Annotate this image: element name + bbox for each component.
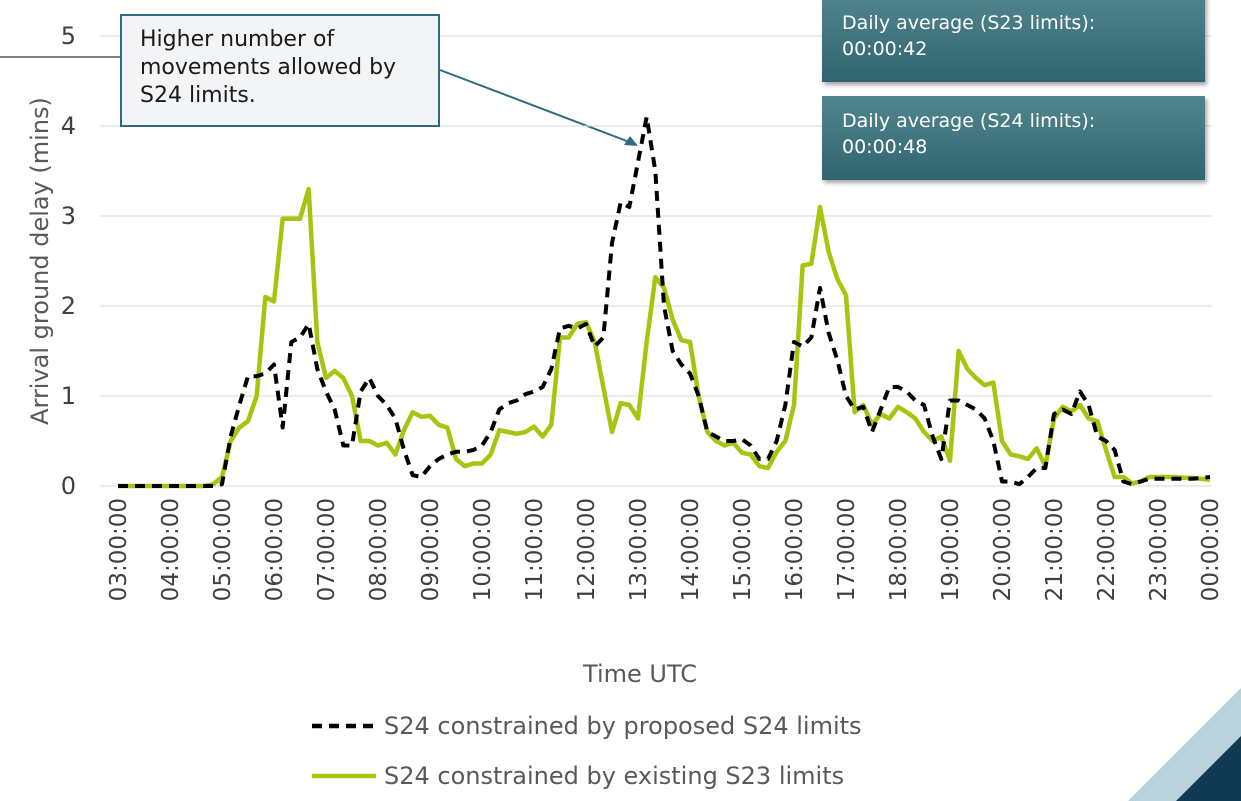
x-tick-label: 17:00:00 bbox=[834, 498, 860, 601]
series-line bbox=[118, 186, 1211, 489]
x-tick-label: 19:00:00 bbox=[938, 498, 964, 601]
x-tick-label: 06:00:00 bbox=[262, 498, 288, 601]
annotation-arrow bbox=[624, 136, 638, 146]
x-tick-label: 15:00:00 bbox=[730, 498, 756, 601]
x-tick-label: 23:00:00 bbox=[1146, 498, 1172, 601]
x-tick-label: 13:00:00 bbox=[626, 498, 652, 601]
x-tick-label: 08:00:00 bbox=[366, 498, 392, 601]
x-axis-label: Time UTC bbox=[582, 660, 697, 688]
average-box: Daily average (S24 limits): 00:00:48 bbox=[822, 96, 1205, 180]
x-tick-label: 11:00:00 bbox=[522, 498, 548, 601]
x-tick-label: 18:00:00 bbox=[886, 498, 912, 601]
y-tick-label: 1 bbox=[61, 382, 76, 410]
x-tick-label: 04:00:00 bbox=[158, 498, 184, 601]
y-tick-label: 2 bbox=[61, 292, 76, 320]
x-tick-label: 10:00:00 bbox=[470, 498, 496, 601]
annotation-box: Higher number of movements allowed by S2… bbox=[120, 14, 440, 127]
annotation-pointer bbox=[439, 69, 633, 144]
y-axis-label: Arrival ground delay (mins) bbox=[26, 97, 54, 425]
x-tick-label: 22:00:00 bbox=[1094, 498, 1120, 601]
x-tick-label: 03:00:00 bbox=[106, 498, 132, 601]
x-tick-label: 00:00:00 bbox=[1198, 498, 1224, 601]
x-tick-label: 09:00:00 bbox=[418, 498, 444, 601]
y-tick-label: 0 bbox=[61, 472, 76, 500]
y-tick-label: 5 bbox=[61, 22, 76, 50]
x-tick-label: 12:00:00 bbox=[574, 498, 600, 601]
x-tick-label: 05:00:00 bbox=[210, 498, 236, 601]
x-tick-label: 14:00:00 bbox=[678, 498, 704, 601]
average-box: Daily average (S23 limits): 00:00:42 bbox=[822, 0, 1205, 82]
legend-label: S24 constrained by existing S23 limits bbox=[384, 762, 844, 790]
y-tick-label: 4 bbox=[61, 112, 76, 140]
y-tick-label: 3 bbox=[61, 202, 76, 230]
legend-label: S24 constrained by proposed S24 limits bbox=[384, 712, 862, 740]
x-tick-label: 16:00:00 bbox=[782, 498, 808, 601]
x-tick-label: 21:00:00 bbox=[1042, 498, 1068, 601]
x-tick-label: 20:00:00 bbox=[990, 498, 1016, 601]
decor bbox=[1176, 736, 1241, 801]
x-tick-label: 07:00:00 bbox=[314, 498, 340, 601]
